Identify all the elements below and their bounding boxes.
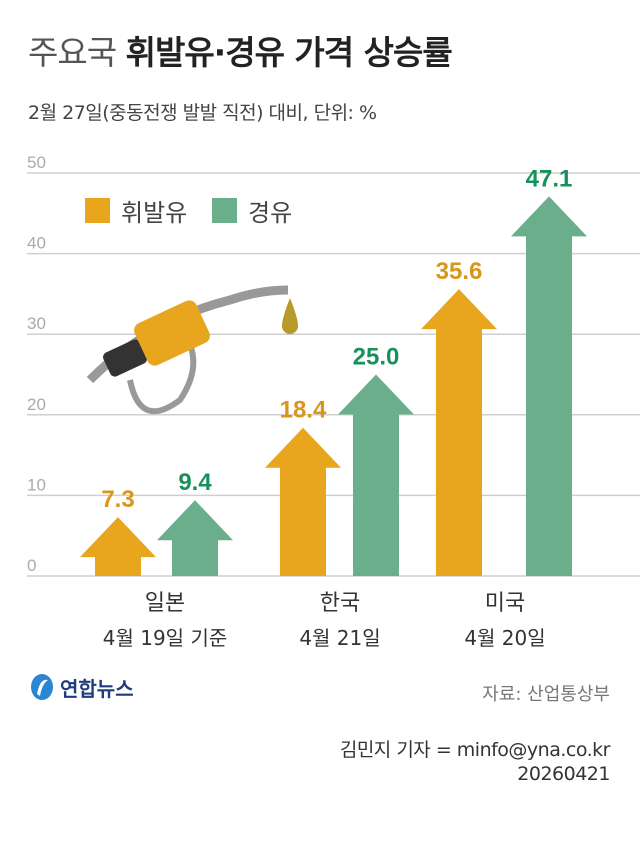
- legend-label: 경유: [248, 199, 292, 227]
- data-label: 47.1: [526, 165, 573, 192]
- data-label: 25.0: [353, 344, 400, 371]
- arrow-bar-휘발유: [421, 289, 497, 576]
- nozzle-body-icon: [134, 300, 210, 366]
- arrow-bar-휘발유: [80, 517, 156, 576]
- subtitle: 2월 27일(중동전쟁 발발 직전) 대비, 단위: %: [28, 102, 377, 124]
- legend-swatch: [85, 198, 110, 223]
- legend-swatch: [212, 198, 237, 223]
- fuel-drop-icon: [282, 298, 298, 334]
- title-light: 주요국: [28, 33, 117, 72]
- legend-label: 휘발유: [121, 199, 187, 227]
- y-tick-label: 10: [27, 475, 46, 494]
- category-note: 4월 20일: [464, 626, 545, 650]
- category-label: 미국: [485, 591, 525, 616]
- page-title: 주요국 휘발유·경유 가격 상승률: [28, 26, 453, 74]
- data-label: 7.3: [101, 486, 134, 513]
- data-label: 9.4: [178, 469, 212, 496]
- nozzle-grip-icon: [103, 339, 147, 377]
- category-label: 일본: [145, 591, 185, 616]
- yonhap-globe-icon: [31, 674, 53, 700]
- data-label: 18.4: [280, 397, 327, 424]
- date: 20260421: [517, 763, 610, 785]
- category-note: 4월 19일 기준: [103, 626, 228, 650]
- arrow-bar-경유: [338, 374, 414, 576]
- data-label: 35.6: [436, 258, 483, 285]
- title-bold: 휘발유·경유 가격 상승률: [125, 33, 453, 72]
- arrow-bar-경유: [511, 196, 587, 576]
- logo-text: 연합뉴스: [60, 676, 134, 701]
- arrow-bar-경유: [157, 500, 233, 576]
- y-tick-label: 0: [27, 556, 36, 575]
- category-label: 한국: [320, 591, 360, 616]
- category-note: 4월 21일: [299, 626, 380, 650]
- yonhap-logo: 연합뉴스: [28, 672, 134, 702]
- source: 자료: 산업통상부: [482, 684, 610, 705]
- credit: 김민지 기자 = minfo@yna.co.kr: [339, 739, 611, 761]
- nozzle-trigger-icon: [127, 343, 197, 415]
- y-tick-label: 30: [27, 314, 46, 333]
- y-tick-label: 50: [27, 153, 46, 172]
- arrow-bar-휘발유: [265, 427, 341, 576]
- credit-block: 김민지 기자 = minfo@yna.co.kr 20260421: [339, 738, 611, 786]
- y-tick-label: 20: [27, 395, 46, 414]
- y-tick-label: 40: [27, 234, 46, 253]
